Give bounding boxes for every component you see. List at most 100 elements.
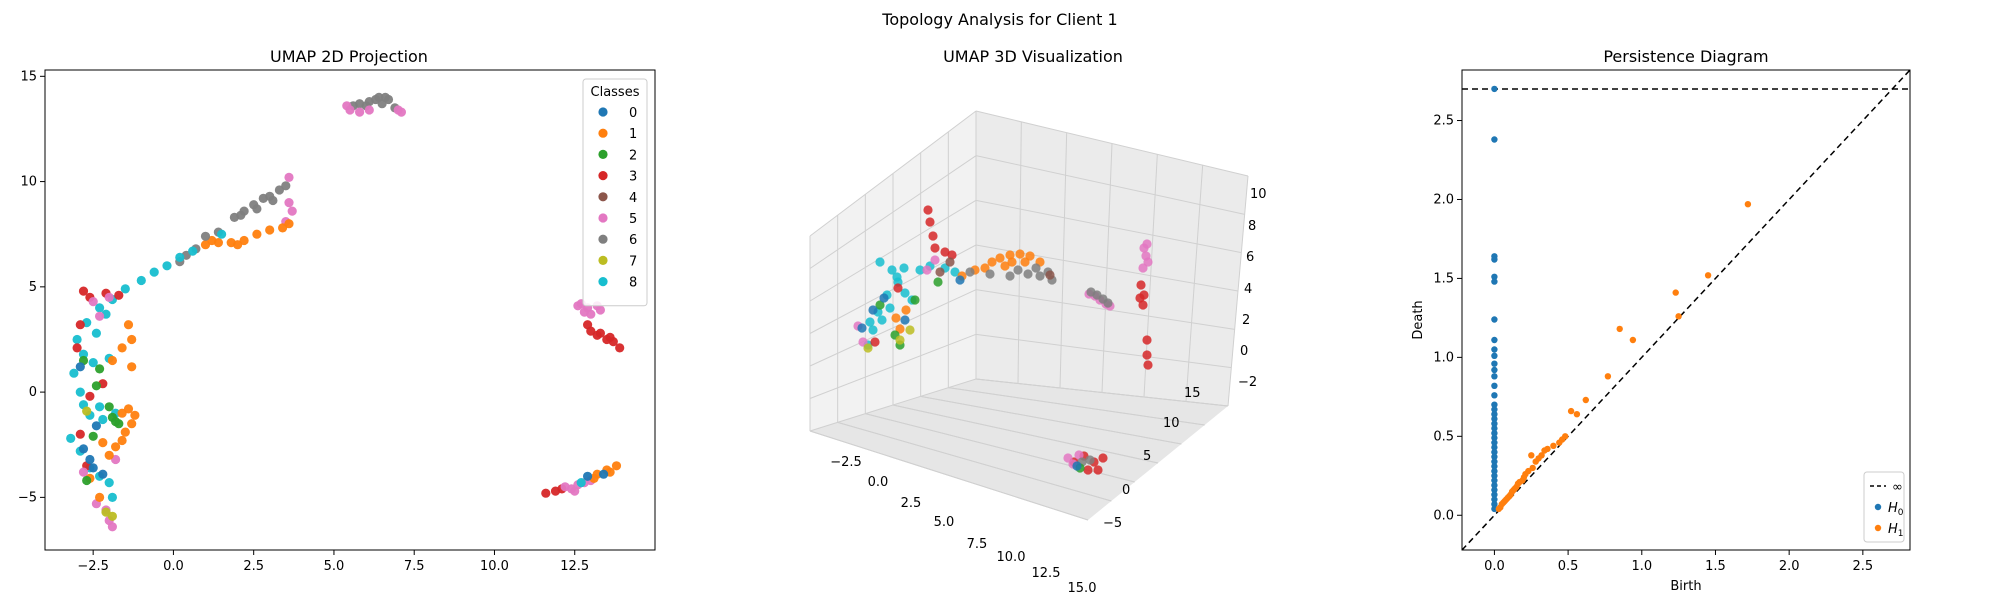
umap-2d-points	[66, 92, 625, 532]
point-class-2	[95, 364, 105, 374]
point-class-2	[91, 381, 101, 391]
point3d-class-8	[950, 267, 960, 277]
legend-box	[1863, 471, 1905, 543]
legend-title: Classes	[591, 85, 640, 100]
point-class-7	[82, 406, 92, 416]
point-class-8	[78, 349, 89, 359]
point-class-1	[107, 355, 117, 366]
point-h0	[1491, 373, 1498, 380]
point-h0	[1491, 360, 1498, 367]
z3d-tick-label: 8	[1248, 219, 1256, 234]
point3d-class-8	[865, 317, 875, 327]
legend-label-7: 7	[629, 254, 637, 269]
y-tick-label: −5	[18, 490, 37, 505]
point3d-class-6	[985, 269, 995, 279]
umap-2d-legend: Classes 0 1 2 3 4 5 6 7 8	[582, 78, 648, 307]
point3d-class-3	[947, 250, 957, 260]
point-h1	[1675, 313, 1682, 320]
point-h1	[1616, 325, 1623, 333]
point-h0	[1491, 273, 1498, 280]
grid-line	[975, 110, 1249, 177]
point-h0	[1491, 382, 1498, 389]
point-class-1	[123, 404, 134, 414]
point3d-class-8	[892, 272, 902, 282]
point-h1	[1532, 458, 1539, 465]
point3d-class-3	[1098, 453, 1108, 463]
point-class-8	[91, 328, 101, 338]
point-class-6	[371, 94, 381, 105]
y-tick-label: 2.0	[1433, 192, 1454, 207]
point-h0	[1491, 463, 1498, 470]
point-h1	[1582, 396, 1590, 404]
legend-marker-6	[598, 234, 608, 244]
point-h1	[1567, 407, 1575, 415]
point-h0	[1491, 453, 1498, 460]
point-class-6	[268, 195, 278, 206]
point3d-class-3	[1083, 465, 1093, 475]
legend-marker-h0	[1874, 503, 1882, 511]
legend-label-2: 2	[629, 148, 637, 163]
x3d-tick-label: 12.5	[1032, 566, 1061, 581]
point-class-0	[98, 469, 108, 479]
point-class-5	[95, 311, 105, 321]
x-tick-label: 0.0	[1484, 559, 1505, 574]
point3d-class-8	[877, 315, 887, 325]
point-class-8	[72, 334, 82, 345]
point-h0	[1491, 505, 1498, 513]
point3d-class-7	[863, 343, 873, 353]
persistence-title: Persistence Diagram	[1603, 47, 1768, 66]
point-class-1	[117, 343, 127, 353]
point3d-class-1	[1005, 250, 1015, 260]
point-class-1	[130, 410, 140, 420]
y3d-tick-label: 15	[1184, 386, 1201, 401]
point-class-8	[149, 267, 159, 277]
point3d-class-3	[1135, 293, 1145, 303]
point-h1	[1529, 464, 1536, 472]
y-tick-label: 0.5	[1433, 429, 1454, 444]
legend-label-h1: H1	[1888, 522, 1904, 539]
point-class-3	[595, 328, 606, 338]
point-class-8	[95, 303, 105, 313]
x-tick-label: 2.5	[243, 559, 264, 574]
point3d-class-8	[887, 265, 897, 275]
z3d-tick-label: −2	[1238, 375, 1257, 390]
x3d-tick-label: 7.5	[967, 537, 988, 552]
point-h0	[1491, 477, 1498, 484]
y-tick-label: 0	[29, 385, 37, 400]
grid-line	[892, 404, 1159, 464]
point-h0	[1491, 486, 1498, 494]
point3d-class-5	[922, 265, 932, 275]
point-class-1	[233, 240, 243, 250]
point-class-5	[284, 172, 294, 182]
grid-line	[920, 395, 1182, 445]
point-class-8	[162, 261, 172, 271]
point-class-0	[85, 454, 95, 465]
point3d-class-8	[885, 303, 895, 313]
x-tick-label: 2.5	[1852, 559, 1873, 574]
point3d-class-7	[905, 325, 915, 335]
point-h0	[1491, 420, 1498, 427]
point3d-class-1	[891, 313, 901, 323]
point-h1	[1528, 452, 1535, 459]
figure-title: Topology Analysis for Client 1	[882, 10, 1118, 29]
point3d-class-2	[933, 277, 943, 287]
z3d-tick-label: 4	[1244, 282, 1252, 297]
point-class-8	[188, 246, 198, 256]
point3d-class-3	[1142, 335, 1152, 345]
point3d-class-3	[928, 231, 938, 241]
point-class-0	[75, 362, 85, 372]
point-h1	[1744, 201, 1752, 208]
point3d-class-1	[1000, 261, 1010, 271]
point3d-class-0	[879, 293, 889, 303]
point-class-5	[396, 107, 406, 117]
z3d-tick-label: 6	[1246, 250, 1254, 265]
legend-marker-h1	[1874, 524, 1882, 532]
plot-frame	[1461, 69, 1911, 551]
point-class-8	[136, 275, 146, 286]
point-class-1	[95, 492, 105, 502]
point-class-3	[75, 320, 85, 330]
grid-line	[809, 289, 977, 367]
point3d-class-6	[1031, 263, 1041, 273]
point-class-3	[114, 290, 124, 300]
